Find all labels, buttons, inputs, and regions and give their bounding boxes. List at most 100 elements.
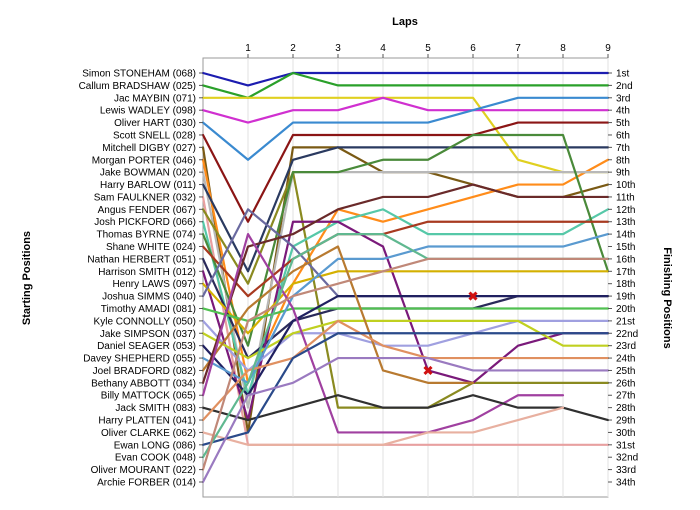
finishing-position-label: 11th <box>616 192 635 203</box>
finishing-position-label: 15th <box>616 242 635 253</box>
series-line <box>201 294 610 397</box>
finishing-position-label: 16th <box>616 254 635 265</box>
series-line <box>201 406 565 446</box>
series-line <box>201 307 610 322</box>
series-line <box>201 146 610 273</box>
finishing-position-label: 30th <box>616 428 635 439</box>
finishing-position-label: 2nd <box>616 81 633 92</box>
right-axis: 1st2nd3rd4th5th6th7th8th9th10th11th12th1… <box>608 69 638 489</box>
series-line <box>201 96 610 161</box>
left-axis: Simon STONEHAM (068)Callum BRADSHAW (025… <box>79 69 203 489</box>
starting-position-label: Billy MATTOCK (065) <box>101 391 196 402</box>
series-line <box>201 133 610 347</box>
starting-position-label: Oliver HART (030) <box>114 118 196 129</box>
series-line <box>201 233 610 384</box>
x-tick-label: 6 <box>470 43 476 54</box>
finishing-position-label: 28th <box>616 403 635 414</box>
finishing-position-label: 27th <box>616 391 635 402</box>
series-line <box>201 332 610 446</box>
starting-position-label: Nathan HERBERT (051) <box>87 254 196 265</box>
retired-markers <box>423 291 478 376</box>
starting-position-label: Harry PLATTEN (041) <box>98 416 196 427</box>
starting-position-label: Kyle CONNOLLY (050) <box>94 316 196 327</box>
starting-position-label: Joel BRADFORD (082) <box>93 366 196 377</box>
series-line <box>201 319 610 372</box>
finishing-position-label: 31st <box>616 440 635 451</box>
plot-frame <box>202 57 609 498</box>
starting-position-label: Jake SIMPSON (037) <box>100 329 196 340</box>
finishing-position-label: 20th <box>616 304 635 315</box>
finishing-position-label: 34th <box>616 478 635 489</box>
finishing-position-label: 17th <box>616 267 635 278</box>
x-tick-label: 1 <box>245 43 251 54</box>
series-line <box>201 356 610 484</box>
series-line <box>201 96 610 174</box>
starting-position-label: Timothy AMADI (081) <box>101 304 196 315</box>
retired-x-stroke <box>423 365 433 376</box>
series-lines <box>201 71 610 484</box>
retired-x-marker <box>423 365 433 376</box>
starting-position-label: Jack SMITH (083) <box>115 403 196 414</box>
chart-grid <box>202 57 609 498</box>
series-line <box>201 158 610 384</box>
finishing-position-label: 14th <box>616 230 635 241</box>
starting-position-label: Henry LAWS (097) <box>112 279 196 290</box>
finishing-position-label: 6th <box>616 130 630 141</box>
x-tick-label: 4 <box>380 43 386 54</box>
finishing-position-label: 33rd <box>616 465 636 476</box>
starting-position-label: Davey SHEPHERD (055) <box>83 354 196 365</box>
finishing-position-label: 12th <box>616 205 635 216</box>
finishing-position-label: 25th <box>616 366 635 377</box>
retired-x-stroke <box>468 291 478 301</box>
x-tick-label: 2 <box>290 43 296 54</box>
starting-position-label: Harry BARLOW (011) <box>100 180 196 191</box>
series-line <box>201 394 610 422</box>
finishing-position-label: 26th <box>616 378 635 389</box>
finishing-position-label: 3rd <box>616 93 630 104</box>
starting-position-label: Jake BOWMAN (020) <box>100 168 196 179</box>
finishing-position-label: 24th <box>616 354 635 365</box>
starting-position-label: Simon STONEHAM (068) <box>82 69 196 80</box>
starting-position-label: Oliver MOURANT (022) <box>91 465 196 476</box>
starting-position-label: Angus FENDER (067) <box>98 205 196 216</box>
series-line <box>201 220 610 298</box>
starting-position-label: Scott SNELL (028) <box>113 130 196 141</box>
starting-position-label: Josh PICKFORD (066) <box>94 217 196 228</box>
finishing-position-label: 10th <box>616 180 635 191</box>
finishing-position-label: 5th <box>616 118 630 129</box>
starting-position-label: Harrison SMITH (012) <box>98 267 196 278</box>
finishing-position-label: 7th <box>616 143 630 154</box>
starting-position-label: Archie FORBER (014) <box>97 478 196 489</box>
x-tick-label: 8 <box>560 43 566 54</box>
starting-position-label: Callum BRADSHAW (025) <box>79 81 196 92</box>
series-line <box>201 257 610 471</box>
finishing-position-label: 4th <box>616 106 630 117</box>
starting-position-label: Jac MAYBIN (071) <box>114 93 196 104</box>
left-axis-title: Starting Positions <box>21 231 33 325</box>
finishing-position-label: 32nd <box>616 453 638 464</box>
starting-position-label: Bethany ABBOTT (034) <box>91 378 196 389</box>
series-line <box>201 96 610 124</box>
starting-position-label: Evan COOK (048) <box>115 453 196 464</box>
starting-position-label: Lewis WADLEY (098) <box>100 106 196 117</box>
starting-position-label: Ewan LONG (086) <box>114 440 196 451</box>
x-axis-title: Laps <box>392 16 418 28</box>
series-line <box>201 245 475 384</box>
series-line <box>201 71 610 99</box>
starting-position-label: Thomas BYRNE (074) <box>97 230 196 241</box>
series-line <box>201 71 610 87</box>
right-axis-title: Finishing Positions <box>661 247 673 348</box>
series-line <box>201 121 610 223</box>
starting-position-label: Mitchell DIGBY (027) <box>102 143 196 154</box>
starting-position-label: Joshua SIMMS (040) <box>102 292 196 303</box>
x-tick-label: 5 <box>425 43 431 54</box>
x-tick-label: 7 <box>515 43 521 54</box>
finishing-position-label: 21st <box>616 316 635 327</box>
finishing-position-label: 22nd <box>616 329 638 340</box>
finishing-position-label: 1st <box>616 69 630 80</box>
x-tick-label: 3 <box>335 43 341 54</box>
starting-position-label: Morgan PORTER (046) <box>92 155 196 166</box>
finishing-position-label: 23rd <box>616 341 636 352</box>
starting-position-label: Sam FAULKNER (032) <box>94 192 196 203</box>
